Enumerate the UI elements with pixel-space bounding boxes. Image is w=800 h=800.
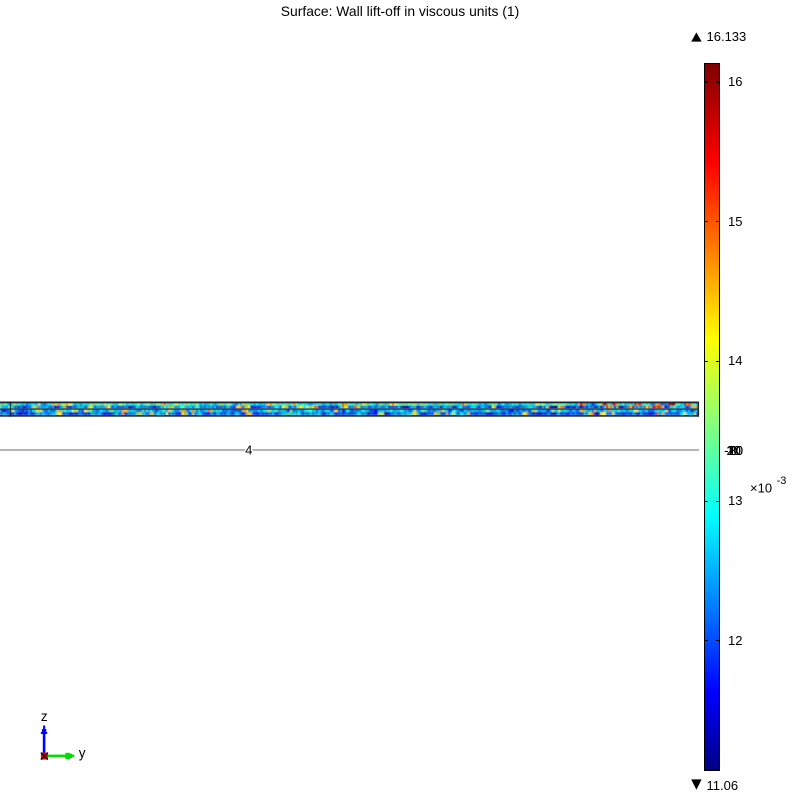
svg-text:z: z: [41, 709, 48, 724]
svg-text:-20: -20: [724, 443, 743, 458]
svg-text:-10: -10: [724, 443, 743, 458]
svg-text:20: 20: [726, 443, 740, 458]
svg-text:4: 4: [245, 443, 252, 458]
svg-text:-10: -10: [724, 443, 743, 458]
svg-text:-20: -20: [724, 443, 743, 458]
svg-text:0: 0: [730, 443, 737, 458]
svg-text:0: 0: [730, 443, 737, 458]
svg-text:4: 4: [245, 443, 252, 458]
svg-text:20: 20: [726, 443, 740, 458]
svg-text:y: y: [79, 746, 86, 761]
svg-text:10: 10: [726, 443, 740, 458]
svg-text:10: 10: [726, 443, 740, 458]
